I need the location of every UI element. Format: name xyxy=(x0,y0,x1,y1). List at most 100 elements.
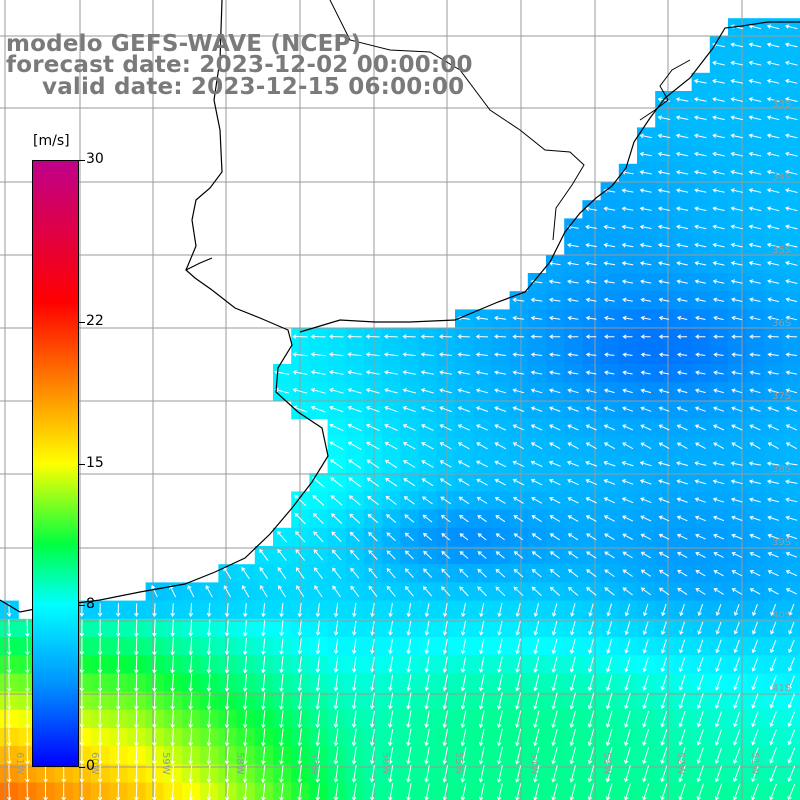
wind-arrow xyxy=(603,242,616,248)
wind-arrow xyxy=(767,551,779,558)
wind-arrow xyxy=(279,692,284,711)
wind-arrow xyxy=(567,370,579,375)
wind-arrow xyxy=(422,496,433,505)
wind-arrow xyxy=(622,515,634,522)
wind-arrow xyxy=(605,746,613,765)
wind-arrow xyxy=(694,151,707,157)
wind-arrow xyxy=(170,728,175,747)
wind-arrow xyxy=(332,585,341,598)
wind-arrow xyxy=(115,603,121,618)
wind-arrow xyxy=(587,656,595,673)
wind-arrow xyxy=(642,747,650,765)
wind-arrow xyxy=(261,620,266,637)
wind-arrow xyxy=(97,637,103,656)
wind-arrow xyxy=(749,570,761,577)
wind-arrow xyxy=(658,533,670,540)
wind-arrow xyxy=(460,783,467,800)
wind-arrow xyxy=(310,352,326,357)
wind-arrow xyxy=(715,657,722,672)
wind-arrow xyxy=(294,512,306,525)
wind-arrow xyxy=(697,604,704,617)
wind-arrow xyxy=(476,442,488,450)
wind-arrow xyxy=(279,674,284,692)
wind-arrow xyxy=(621,188,634,193)
wind-arrow xyxy=(624,656,631,673)
wind-arrow xyxy=(696,711,704,728)
wind-arrow xyxy=(370,620,375,636)
wind-arrow xyxy=(224,728,230,747)
wind-arrow xyxy=(206,728,212,747)
latitude-label: 39S xyxy=(772,537,791,548)
wind-arrow xyxy=(769,657,777,672)
wind-arrow xyxy=(585,460,598,467)
wind-arrow xyxy=(494,497,506,504)
wind-arrow xyxy=(515,765,522,783)
wind-arrow xyxy=(766,479,780,484)
wind-arrow xyxy=(530,334,543,339)
wind-arrow xyxy=(549,370,561,375)
border-argentina-uruguay xyxy=(185,0,223,271)
wind-arrow xyxy=(242,783,248,800)
wind-arrow xyxy=(766,60,780,66)
wind-arrow xyxy=(242,673,248,692)
wind-arrow xyxy=(660,674,668,691)
wind-arrow xyxy=(695,588,706,595)
wind-arrow xyxy=(531,551,542,559)
wind-arrow xyxy=(658,515,670,522)
wind-arrow xyxy=(170,603,175,618)
wind-arrow xyxy=(493,334,507,339)
wind-arrow xyxy=(495,551,505,559)
wind-arrow xyxy=(133,692,139,711)
wind-arrow xyxy=(787,675,795,691)
wind-arrow xyxy=(660,692,668,710)
wind-arrow xyxy=(369,783,375,800)
wind-arrow xyxy=(603,388,615,394)
longitude-label: 51W xyxy=(749,752,760,775)
wind-arrow xyxy=(515,674,522,692)
wind-arrow xyxy=(478,674,485,692)
wind-arrow xyxy=(224,764,230,783)
wind-arrow xyxy=(351,728,357,747)
wind-arrow xyxy=(315,620,321,636)
wind-arrow xyxy=(388,638,393,655)
latitude-label: 35S xyxy=(772,245,791,256)
wind-arrow xyxy=(733,765,741,783)
wind-arrow xyxy=(715,693,722,709)
wind-arrow xyxy=(6,728,12,747)
wind-arrow xyxy=(549,334,561,339)
wind-arrow xyxy=(605,692,613,710)
wind-arrow xyxy=(475,406,489,412)
lagoon-outline xyxy=(639,59,691,121)
wind-arrow xyxy=(784,206,798,212)
wind-arrow xyxy=(328,334,344,339)
wind-arrow xyxy=(606,603,612,617)
wind-arrow xyxy=(188,764,193,783)
wind-arrow xyxy=(587,710,595,728)
wind-arrow xyxy=(695,334,706,339)
wind-arrow xyxy=(713,533,724,540)
wind-arrow xyxy=(695,352,706,357)
wind-arrow xyxy=(713,370,724,375)
wind-arrow xyxy=(533,728,540,747)
wind-arrow xyxy=(25,710,30,729)
wind-arrow xyxy=(297,638,302,655)
wind-arrow xyxy=(603,261,616,266)
wind-arrow xyxy=(712,261,725,266)
wind-arrow xyxy=(603,315,615,321)
wind-arrow xyxy=(624,674,631,691)
wind-arrow xyxy=(368,585,378,597)
wind-arrow xyxy=(586,587,597,596)
wind-arrow xyxy=(403,460,416,468)
wind-arrow xyxy=(603,442,615,450)
wind-arrow xyxy=(61,783,67,800)
wind-arrow xyxy=(512,334,525,339)
wind-arrow xyxy=(712,78,725,84)
wind-arrow xyxy=(640,370,651,375)
wind-arrow xyxy=(331,549,342,561)
wind-arrow xyxy=(748,115,762,121)
wind-arrow xyxy=(585,352,597,357)
wind-arrow xyxy=(349,531,360,542)
wind-arrow xyxy=(604,334,615,339)
wind-arrow xyxy=(694,188,707,193)
